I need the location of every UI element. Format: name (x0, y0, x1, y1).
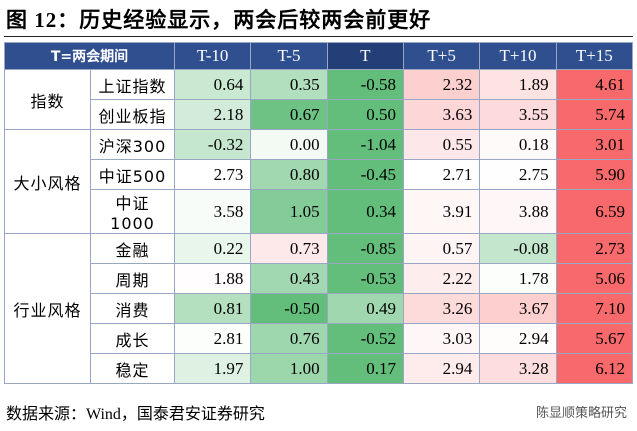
value-cell: 3.58 (173, 189, 252, 234)
value-cell: 5.67 (555, 323, 634, 354)
table-row: 消费 0.81 -0.50 0.49 3.26 3.67 7.10 (5, 293, 634, 324)
row-label: 中证500 (90, 159, 175, 190)
value-cell: 5.90 (555, 159, 634, 190)
value-cell: -0.32 (173, 129, 252, 160)
header-cell: T+15 (555, 42, 634, 70)
value-cell: -0.52 (326, 323, 404, 354)
value-cell: 1.78 (479, 263, 557, 294)
value-cell: 1.97 (173, 353, 252, 384)
row-label: 上证指数 (90, 69, 175, 100)
header-cell: T (326, 42, 404, 70)
header-row: T=两会期间 T-10 T-5 T T+5 T+10 T+15 (4, 42, 634, 70)
value-cell: 0.17 (326, 353, 404, 384)
title-rule (4, 36, 633, 37)
header-cell: T-10 (173, 42, 252, 70)
value-cell: 1.00 (250, 353, 328, 384)
value-cell: 0.80 (250, 159, 328, 190)
value-cell: 2.32 (402, 69, 481, 100)
value-cell: -0.58 (326, 69, 404, 100)
value-cell: 2.94 (479, 323, 557, 354)
table-row: 大小风格 沪深300 -0.32 0.00 -1.04 0.55 0.18 3.01 (4, 129, 634, 234)
table-row: 周期 1.88 0.43 -0.53 2.22 1.78 5.06 (5, 263, 634, 294)
value-cell: 0.50 (326, 99, 404, 130)
value-cell: 2.73 (173, 159, 252, 190)
value-cell: -1.04 (326, 129, 404, 160)
value-cell: 0.73 (250, 233, 328, 264)
table-row: 中证500 2.73 0.80 -0.45 2.71 2.75 5.90 (5, 159, 634, 190)
value-cell: 6.59 (555, 189, 634, 234)
value-cell: 0.67 (250, 99, 328, 130)
table-row: 行业风格 金融 0.22 0.73 -0.85 0.57 -0.08 2.73 (4, 233, 634, 384)
table-row: 创业板指 2.18 0.67 0.50 3.63 3.55 5.74 (5, 99, 634, 130)
value-cell: 3.67 (479, 293, 557, 324)
value-cell: 3.55 (479, 99, 557, 130)
value-cell: 3.88 (479, 189, 557, 234)
table-row: 指数 上证指数 0.64 0.35 -0.58 2.32 1.89 4.61 (4, 69, 634, 130)
group-label: 大小风格 (4, 129, 91, 234)
row-label: 金融 (90, 233, 175, 264)
value-cell: 3.28 (479, 353, 557, 384)
value-cell: -0.50 (250, 293, 328, 324)
value-cell: 2.73 (555, 233, 634, 264)
value-cell: 5.74 (555, 99, 634, 130)
value-cell: -0.45 (326, 159, 404, 190)
row-label: 周期 (90, 263, 175, 294)
watermark: 陈显顺策略研究 (535, 406, 627, 421)
value-cell: 0.81 (173, 293, 252, 324)
value-cell: -0.08 (479, 233, 557, 264)
value-cell: 2.18 (173, 99, 252, 130)
table-row: 中证1000 3.58 1.05 0.34 3.91 3.88 6.59 (5, 189, 634, 234)
value-cell: 0.34 (326, 189, 404, 234)
value-cell: 3.26 (402, 293, 481, 324)
value-cell: 0.55 (402, 129, 481, 160)
row-label: 创业板指 (90, 99, 175, 130)
value-cell: 6.12 (555, 353, 634, 384)
row-label: 稳定 (90, 353, 175, 384)
header-cell: T+10 (479, 42, 557, 70)
header-cell: T-5 (250, 42, 328, 70)
value-cell: -0.85 (326, 233, 404, 264)
row-label: 成长 (90, 323, 175, 354)
value-cell: 0.00 (250, 129, 328, 160)
heat-table: T=两会期间 T-10 T-5 T T+5 T+10 T+15 指数 上证指数 0.64 0.35-… (4, 42, 634, 384)
value-cell: 3.91 (402, 189, 481, 234)
value-cell: 2.81 (173, 323, 252, 354)
value-cell: 2.22 (402, 263, 481, 294)
value-cell: 0.43 (250, 263, 328, 294)
table-row: 稳定 1.97 1.00 0.17 2.94 3.28 6.12 (5, 353, 634, 384)
group-label: 指数 (4, 69, 91, 130)
value-cell: 0.35 (250, 69, 328, 100)
value-cell: 0.22 (173, 233, 252, 264)
table-row: 成长 2.81 0.76 -0.52 3.03 2.94 5.67 (5, 323, 634, 354)
source: 数据来源：Wind，国泰君安证券研究 (6, 406, 265, 423)
value-cell: 1.89 (479, 69, 557, 100)
value-cell: 4.61 (555, 69, 634, 100)
value-cell: 3.63 (402, 99, 481, 130)
value-cell: 0.76 (250, 323, 328, 354)
value-cell: 1.88 (173, 263, 252, 294)
value-cell: 2.94 (402, 353, 481, 384)
value-cell: 3.01 (555, 129, 634, 160)
row-label: 中证1000 (90, 189, 175, 234)
header-cell: T+5 (402, 42, 481, 70)
title: 图 12：历史经验显示，两会后较两会前更好 (6, 8, 432, 32)
value-cell: 7.10 (555, 293, 634, 324)
value-cell: 0.49 (326, 293, 404, 324)
group-label: 行业风格 (4, 233, 91, 384)
header-cell: T=两会期间 (4, 42, 175, 70)
value-cell: 0.18 (479, 129, 557, 160)
value-cell: 5.06 (555, 263, 634, 294)
row-label: 沪深300 (90, 129, 175, 160)
value-cell: 2.75 (479, 159, 557, 190)
value-cell: 2.71 (402, 159, 481, 190)
value-cell: -0.53 (326, 263, 404, 294)
value-cell: 3.03 (402, 323, 481, 354)
value-cell: 0.57 (402, 233, 481, 264)
row-label: 消费 (90, 293, 175, 324)
value-cell: 0.64 (173, 69, 252, 100)
value-cell: 1.05 (250, 189, 328, 234)
